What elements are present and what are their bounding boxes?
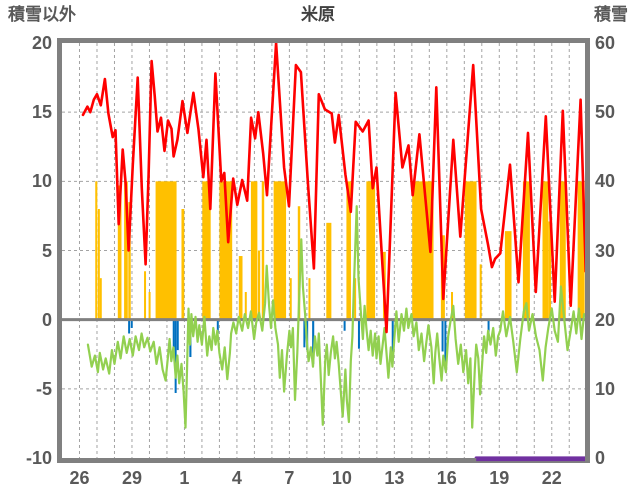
orange_bars [308, 278, 311, 320]
blue_bars [176, 319, 179, 351]
plot-frame [57, 38, 590, 463]
blue_bars [172, 319, 175, 348]
x-axis-tick-label: 26 [69, 468, 90, 488]
x-axis-tick-label: 19 [489, 468, 510, 488]
orange_bars [144, 271, 147, 320]
right-axis-tick-label: 0 [595, 448, 606, 468]
blue_bars [216, 319, 219, 334]
orange_bars [97, 209, 100, 320]
orange_bars [289, 278, 292, 320]
blue_bars [444, 319, 447, 370]
orange_bars [548, 221, 552, 320]
x-axis-tick-label: 16 [436, 468, 457, 488]
orange_bars [366, 181, 376, 320]
orange_bars [257, 250, 261, 320]
left-axis-tick-label: 20 [31, 33, 52, 53]
green_line [86, 205, 585, 429]
blue_bars [441, 319, 444, 352]
orange_bars [354, 278, 357, 320]
orange_bars [148, 292, 151, 320]
x-axis-tick-label: 13 [384, 468, 405, 488]
blue_bars [391, 319, 394, 362]
left-axis-tick-label: -10 [25, 448, 52, 468]
orange_bars [504, 231, 512, 320]
x-axis-tick-label: 4 [231, 468, 242, 488]
blue_bars [312, 319, 315, 364]
right-axis-tick-label: 40 [595, 171, 616, 192]
orange_bars [117, 185, 122, 320]
left-axis-tick-label: 10 [31, 171, 52, 192]
orange_bars [542, 181, 549, 320]
orange_bars [181, 209, 185, 320]
x-axis-tick-label: 29 [121, 468, 142, 488]
orange_bars [99, 278, 102, 320]
right-axis-tick-label: 50 [595, 102, 616, 123]
orange_bars [155, 181, 177, 320]
blue_bars [303, 319, 306, 348]
right-axis-tick-label: 10 [595, 378, 616, 399]
orange_bars [522, 181, 530, 320]
orange_bars [124, 181, 128, 320]
orange_bars [128, 202, 131, 320]
orange_bars [95, 181, 98, 320]
blue_bars [128, 319, 131, 334]
orange_bars [559, 181, 566, 320]
right-axis-title: 積雪 [594, 5, 628, 24]
blue_bars [174, 319, 177, 393]
x-axis-tick-label: 1 [179, 468, 190, 488]
orange_bars [464, 181, 477, 320]
right-axis-tick-label: 30 [595, 240, 616, 261]
blue_bars [343, 319, 346, 331]
left-axis-tick-label: 5 [41, 240, 52, 261]
left-axis-tick-label: 0 [41, 309, 52, 330]
orange_bars [261, 181, 265, 320]
left-axis-tick-label: -5 [35, 378, 52, 399]
orange_bars [202, 181, 211, 320]
x-axis-tick-label: 10 [331, 468, 352, 488]
blue_bars [130, 319, 133, 328]
orange_bars [297, 206, 301, 320]
orange_bars [326, 222, 332, 320]
red_line [81, 43, 585, 334]
orange_bars [451, 292, 454, 320]
orange_bars [238, 256, 243, 320]
right-axis-tick-label: 60 [595, 33, 616, 53]
x-axis-tick-label: 7 [284, 468, 295, 488]
orange_bars [346, 181, 351, 320]
x-axis-tick-label: 22 [541, 468, 562, 488]
orange_bars [479, 264, 482, 320]
orange_bars [273, 181, 287, 320]
orange_bars [577, 181, 585, 320]
orange_bars [244, 292, 247, 320]
chart-title: 米原 [301, 5, 335, 24]
orange_bars [250, 181, 258, 320]
right-axis-tick-label: 20 [595, 309, 616, 330]
blue_bars [357, 319, 360, 349]
left-axis-tick-label: 15 [31, 102, 52, 123]
left-axis-title: 積雪以外 [8, 5, 76, 24]
